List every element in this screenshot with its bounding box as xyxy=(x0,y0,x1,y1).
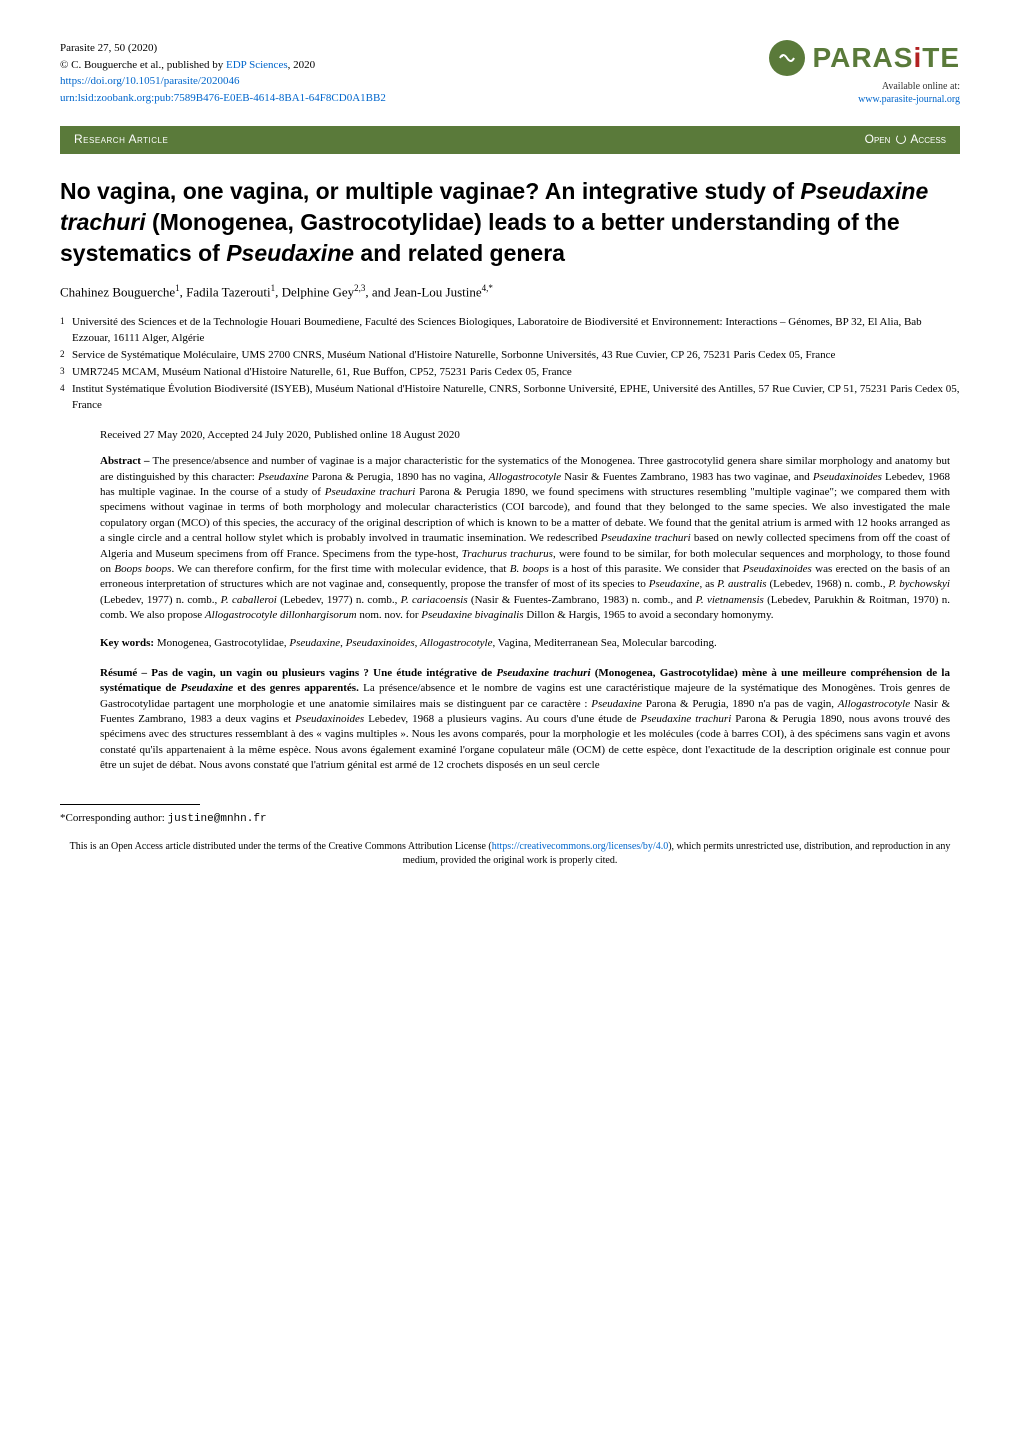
open-access-label: Open Access xyxy=(865,132,946,148)
corresponding-label: *Corresponding author: xyxy=(60,812,168,824)
aff-num: 2 xyxy=(60,348,68,364)
journal-logo: PARASiTE xyxy=(769,40,961,76)
aff-text: Institut Systématique Évolution Biodiver… xyxy=(72,382,960,414)
header-right: PARASiTE Available online at: www.parasi… xyxy=(769,40,961,106)
article-type-label: Research Article xyxy=(74,132,168,148)
footer-separator xyxy=(60,804,200,805)
article-type-ribbon: Research Article Open Access xyxy=(60,126,960,154)
header-meta: Parasite 27, 50 (2020) © C. Bouguerche e… xyxy=(60,40,386,106)
affiliations: 1Université des Sciences et de la Techno… xyxy=(60,315,960,414)
affiliation-3: 3UMR7245 MCAM, Muséum National d'Histoir… xyxy=(60,365,960,381)
journal-name-part3: TE xyxy=(922,42,960,73)
affiliation-2: 2Service de Systématique Moléculaire, UM… xyxy=(60,348,960,364)
keywords-text: Monogenea, Gastrocotylidae, Pseudaxine, … xyxy=(157,637,717,649)
abstract-label: Abstract – xyxy=(100,455,153,467)
aff-num: 1 xyxy=(60,315,68,347)
publication-dates: Received 27 May 2020, Accepted 24 July 2… xyxy=(100,428,960,442)
availability-label: Available online at: xyxy=(769,80,961,93)
keywords-label: Key words: xyxy=(100,637,157,649)
access-text: Access xyxy=(910,132,946,146)
license-link[interactable]: https://creativecommons.org/licenses/by/… xyxy=(492,841,668,852)
corresponding-email: justine@mnhn.fr xyxy=(168,813,267,825)
affiliation-1: 1Université des Sciences et de la Techno… xyxy=(60,315,960,347)
keywords: Key words: Monogenea, Gastrocotylidae, P… xyxy=(100,636,960,650)
abstract-text: The presence/absence and number of vagin… xyxy=(100,455,950,621)
journal-logo-icon xyxy=(769,40,805,76)
resume-label: Résumé – xyxy=(100,667,151,679)
aff-num: 3 xyxy=(60,365,68,381)
aff-text: Université des Sciences et de la Technol… xyxy=(72,315,960,347)
page-header: Parasite 27, 50 (2020) © C. Bouguerche e… xyxy=(60,40,960,106)
aff-text: UMR7245 MCAM, Muséum National d'Histoire… xyxy=(72,365,572,381)
aff-num: 4 xyxy=(60,382,68,414)
resume: Résumé – Pas de vagin, un vagin ou plusi… xyxy=(100,666,950,774)
copyright-line: © C. Bouguerche et al., published by EDP… xyxy=(60,57,386,74)
copyright-suffix: , 2020 xyxy=(288,59,316,71)
open-access-icon xyxy=(896,134,906,144)
open-text: Open xyxy=(865,132,891,146)
journal-citation: Parasite 27, 50 (2020) xyxy=(60,40,386,57)
journal-name-part1: PARAS xyxy=(813,42,914,73)
license-statement: This is an Open Access article distribut… xyxy=(60,840,960,868)
journal-url-link[interactable]: www.parasite-journal.org xyxy=(858,94,960,105)
availability: Available online at: www.parasite-journa… xyxy=(769,80,961,106)
article-title: No vagina, one vagina, or multiple vagin… xyxy=(60,176,960,269)
journal-name-part2: i xyxy=(913,42,922,73)
doi-link[interactable]: https://doi.org/10.1051/parasite/2020046 xyxy=(60,75,239,87)
zoobank-link[interactable]: urn:lsid:zoobank.org:pub:7589B476-E0EB-4… xyxy=(60,92,386,104)
copyright-prefix: © C. Bouguerche et al., published by xyxy=(60,59,226,71)
resume-text: La présence/absence et le nombre de vagi… xyxy=(100,682,950,771)
journal-name: PARASiTE xyxy=(813,40,961,76)
license-text-before: This is an Open Access article distribut… xyxy=(70,841,492,852)
corresponding-author: *Corresponding author: justine@mnhn.fr xyxy=(60,811,960,826)
affiliation-4: 4Institut Systématique Évolution Biodive… xyxy=(60,382,960,414)
abstract: Abstract – The presence/absence and numb… xyxy=(100,454,950,623)
publisher-link[interactable]: EDP Sciences xyxy=(226,59,288,71)
aff-text: Service de Systématique Moléculaire, UMS… xyxy=(72,348,835,364)
authors: Chahinez Bouguerche1, Fadila Tazerouti1,… xyxy=(60,283,960,301)
